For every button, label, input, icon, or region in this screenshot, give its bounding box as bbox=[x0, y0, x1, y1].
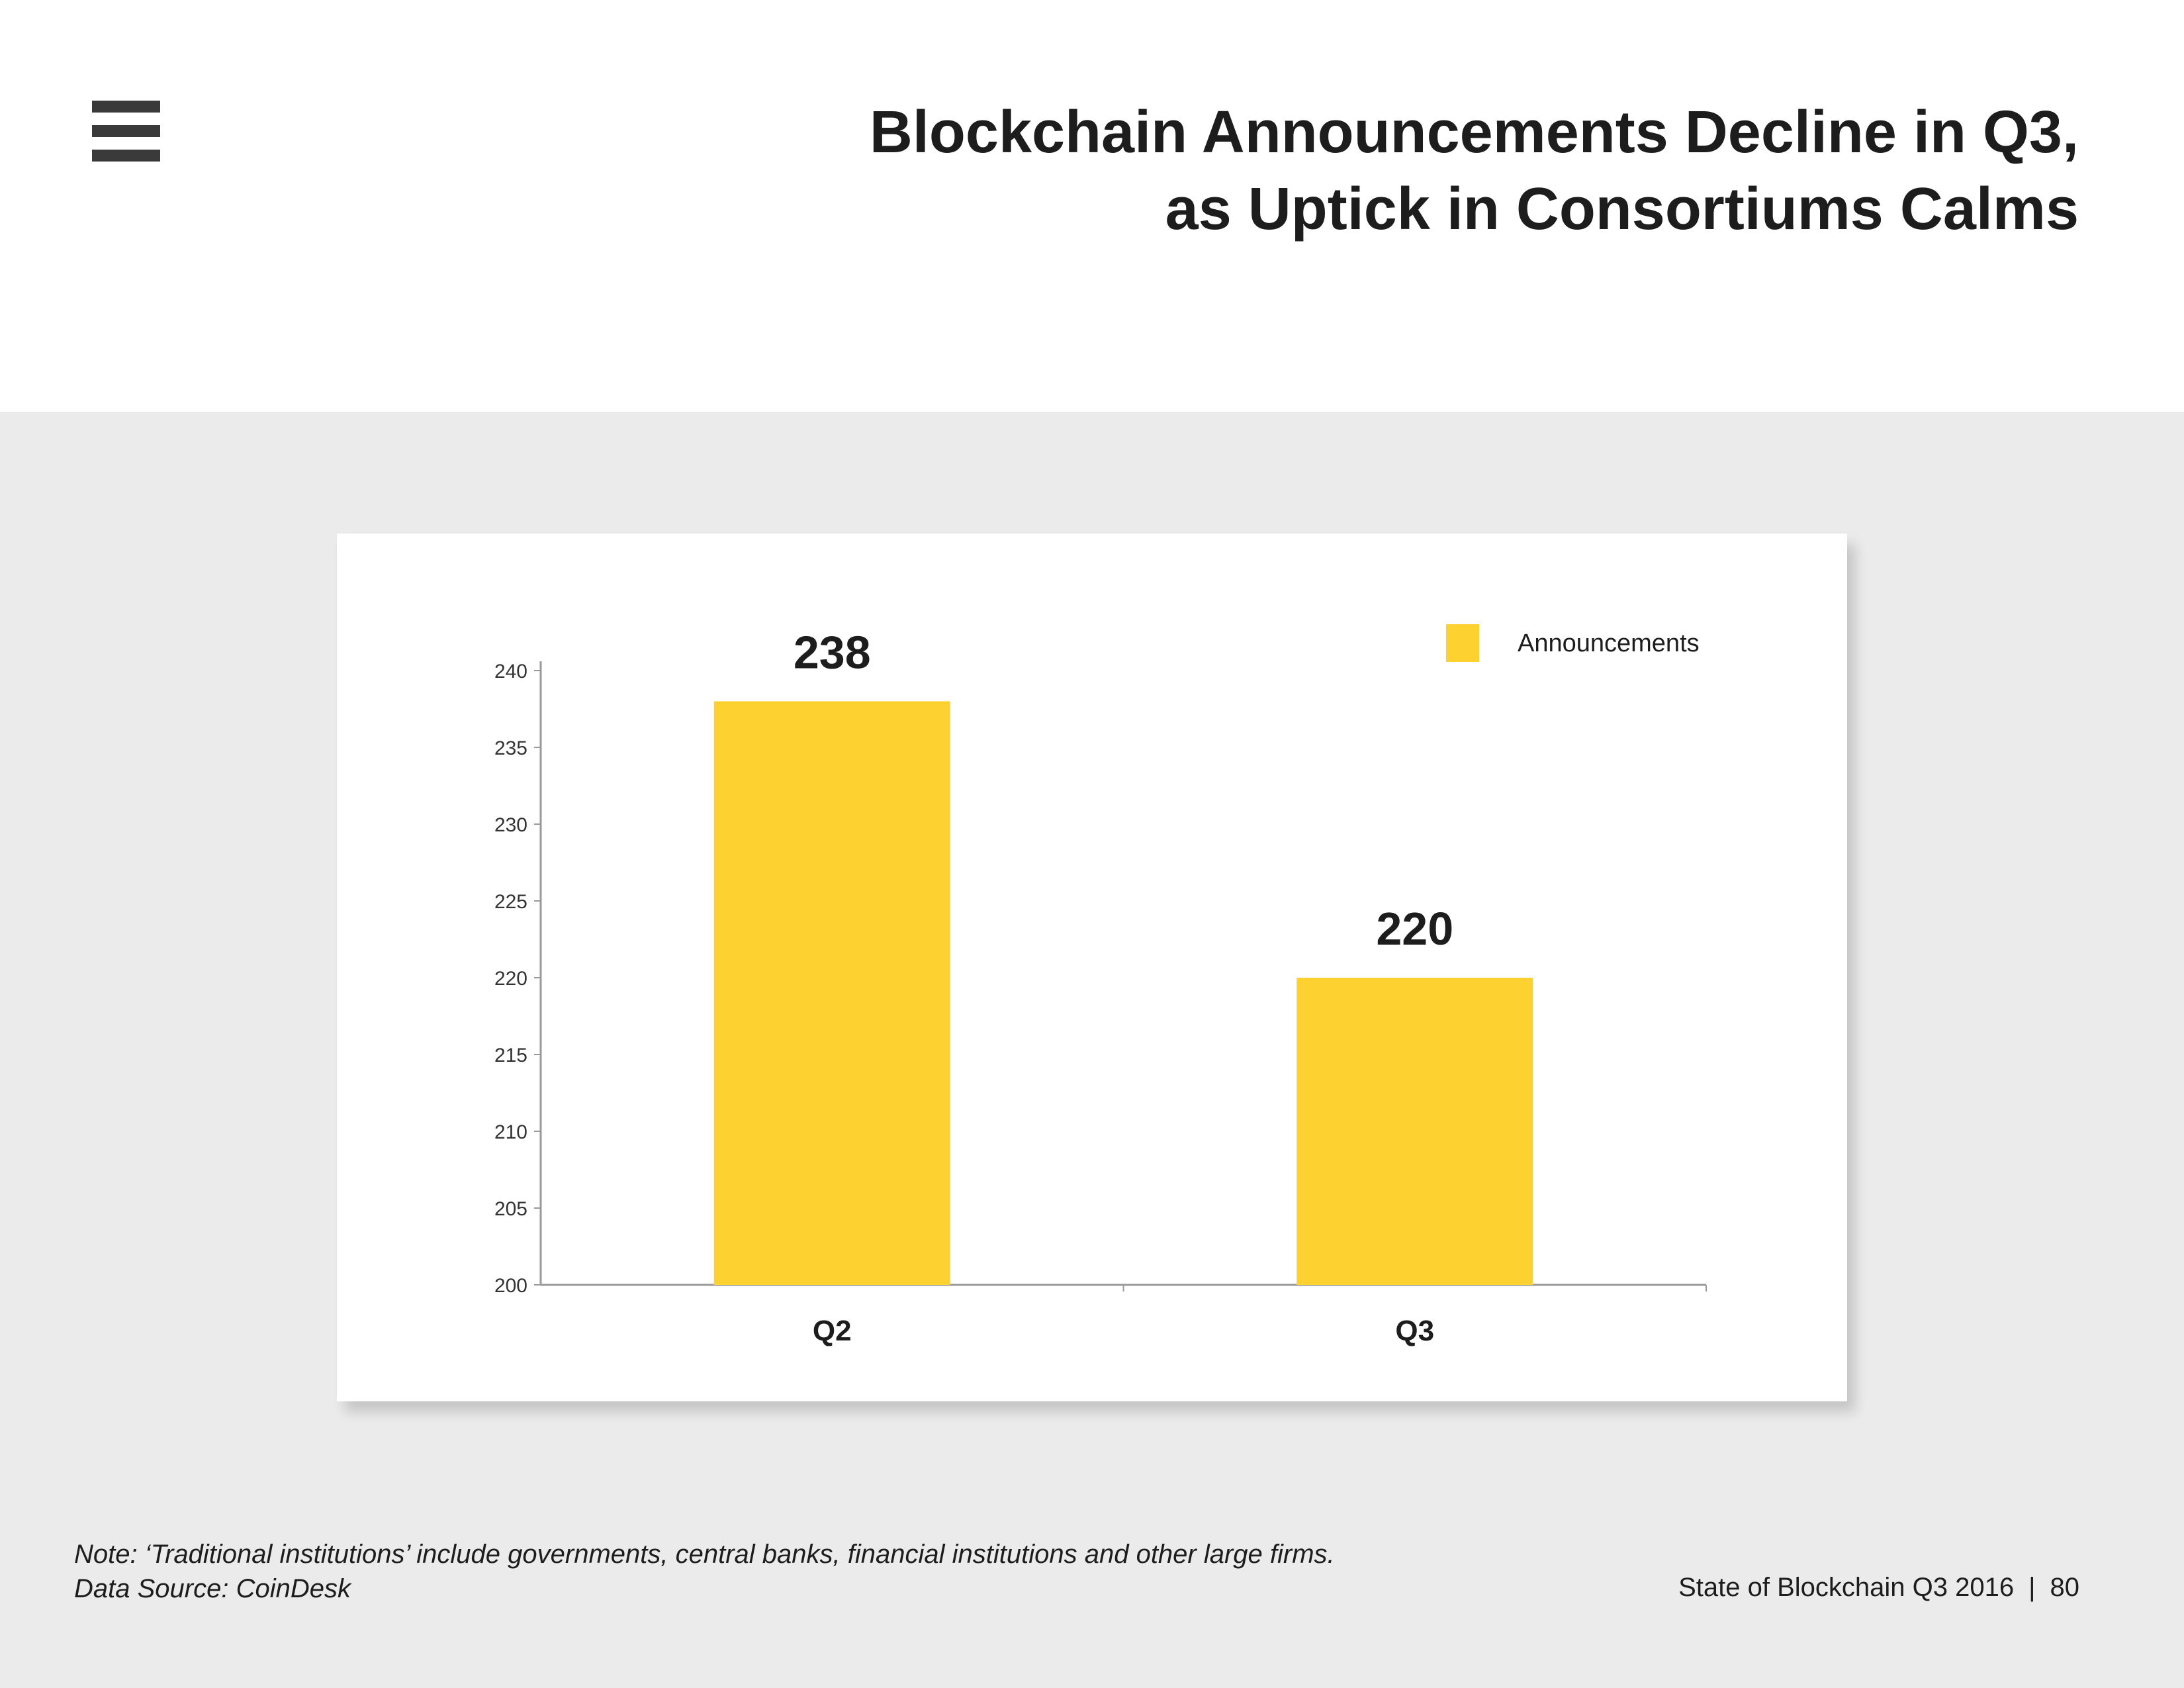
data-label-q2: 238 bbox=[794, 626, 871, 678]
legend-swatch bbox=[1446, 624, 1479, 662]
y-tick-label-235: 235 bbox=[494, 737, 527, 759]
page-number: 80 bbox=[2050, 1573, 2080, 1602]
page-footer: State of Blockchain Q3 2016 | 80 bbox=[1678, 1570, 2079, 1605]
y-tick-label-215: 215 bbox=[494, 1045, 527, 1066]
page-title: Blockchain Announcements Decline in Q3, … bbox=[623, 94, 2079, 248]
y-tick-label-225: 225 bbox=[494, 891, 527, 913]
footer-separator: | bbox=[2028, 1573, 2036, 1602]
y-tick-label-205: 205 bbox=[494, 1198, 527, 1220]
y-tick-label-220: 220 bbox=[494, 968, 527, 990]
bar-q3 bbox=[1297, 978, 1533, 1285]
page-title-line-2: as Uptick in Consortiums Calms bbox=[1165, 176, 2079, 242]
legend-label: Announcements bbox=[1518, 630, 1700, 657]
bar-q2 bbox=[713, 701, 950, 1285]
y-tick-label-210: 210 bbox=[494, 1121, 527, 1143]
bar-chart: 200 205 210 215 220 225 230 235 240 238 Q2 220 Q3 Ann… bbox=[494, 624, 1707, 1347]
footer-note-block: Note: ‘Traditional institutions’ include… bbox=[74, 1537, 1596, 1606]
report-name: State of Blockchain Q3 2016 bbox=[1678, 1573, 2015, 1602]
y-tick-label-230: 230 bbox=[494, 814, 527, 836]
footer-note: Note: ‘Traditional institutions’ include… bbox=[74, 1540, 1335, 1569]
data-source: Data Source: CoinDesk bbox=[74, 1574, 351, 1603]
header: Blockchain Announcements Decline in Q3, … bbox=[0, 0, 2184, 412]
page-title-line-1: Blockchain Announcements Decline in Q3, bbox=[869, 99, 2079, 165]
data-label-q3: 220 bbox=[1376, 903, 1453, 955]
chart-card: 200 205 210 215 220 225 230 235 240 238 Q2 220 Q3 Ann… bbox=[337, 534, 1847, 1401]
x-tick-label-q3: Q3 bbox=[1395, 1315, 1434, 1347]
y-tick-label-240: 240 bbox=[494, 661, 527, 682]
y-tick-label-200: 200 bbox=[494, 1275, 527, 1297]
x-tick-label-q2: Q2 bbox=[813, 1315, 852, 1347]
hamburger-menu-icon[interactable] bbox=[92, 101, 160, 162]
